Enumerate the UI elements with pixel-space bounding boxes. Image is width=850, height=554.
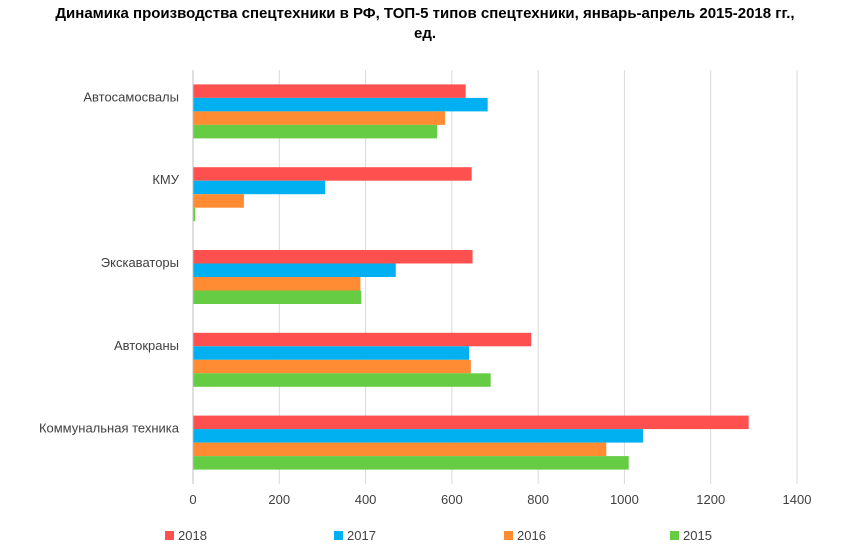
legend-label-2016: 2016	[517, 528, 546, 543]
bar-2015-0	[193, 124, 438, 139]
bar-2017-2	[193, 263, 396, 277]
legend-swatch-2017	[334, 531, 343, 540]
bar-2016-4	[193, 442, 607, 457]
bar-2016-2	[193, 277, 361, 291]
legend-swatch-2016	[504, 531, 513, 540]
legend-label-2017: 2017	[347, 528, 376, 543]
chart-title-line-2: ед.	[413, 25, 437, 42]
gridlines	[278, 70, 798, 484]
category-label: Автосамосвалы	[83, 89, 179, 104]
legend-label-2015: 2015	[683, 528, 712, 543]
bar-2018-0	[193, 84, 466, 98]
bar-2015-3	[193, 373, 491, 387]
x-tick-label: 1000	[610, 492, 639, 507]
category-label: Автокраны	[114, 338, 179, 353]
legend-swatch-2015	[670, 531, 679, 540]
bar-2018-4	[193, 415, 749, 430]
bar-2016-3	[193, 359, 471, 374]
bar-2015-4	[193, 456, 629, 470]
bar-2017-0	[193, 97, 488, 112]
bars	[193, 84, 749, 470]
x-tick-label: 1200	[696, 492, 725, 507]
bar-2015-2	[193, 290, 362, 304]
bar-2018-1	[193, 167, 472, 181]
category-label: КМУ	[152, 172, 179, 187]
bar-2017-1	[193, 180, 326, 195]
legend-swatch-2018	[165, 531, 174, 540]
x-tick-label: 600	[441, 492, 463, 507]
x-tick-label: 400	[355, 492, 377, 507]
bar-2016-1	[193, 194, 244, 208]
bar-2016-0	[193, 111, 445, 125]
category-label: Коммунальная техника	[39, 421, 180, 436]
bar-2018-2	[193, 250, 473, 264]
x-tick-label: 0	[189, 492, 196, 507]
bar-2018-3	[193, 332, 532, 347]
x-tick-label: 1400	[783, 492, 812, 507]
category-label: Экскаваторы	[101, 255, 179, 270]
axes: 0 200 400 600 800 1000 1200 1400 Автосамосвалы КМ…	[39, 70, 812, 507]
bar-2017-4	[193, 429, 643, 443]
legend-label-2018: 2018	[178, 528, 207, 543]
x-tick-label: 200	[268, 492, 290, 507]
x-tick-label: 800	[527, 492, 549, 507]
legend: 2018 2017 2016 2015	[165, 528, 712, 543]
bar-2015-1	[193, 207, 196, 222]
chart-title: Динамика производства спецтехники в РФ, …	[0, 4, 850, 44]
bar-2017-3	[193, 346, 470, 360]
chart-title-line-1: Динамика производства спецтехники в РФ, …	[55, 5, 795, 22]
